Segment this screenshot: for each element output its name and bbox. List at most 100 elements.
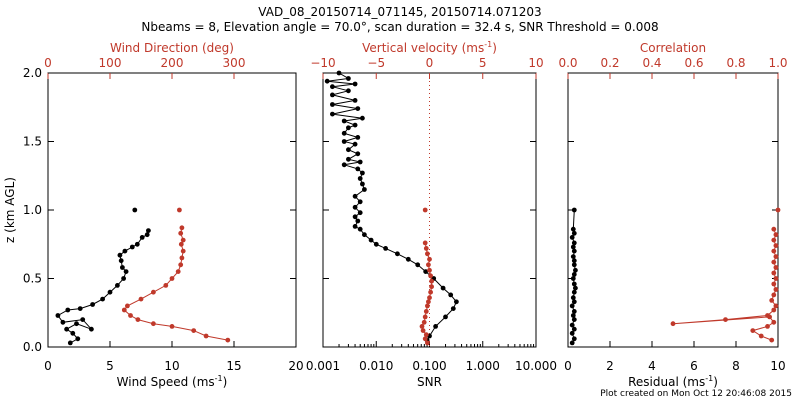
- data-point-red: [425, 340, 430, 346]
- data-point-red: [420, 328, 426, 333]
- data-point-black: [454, 299, 459, 305]
- data-point-black: [571, 258, 577, 264]
- data-point-red: [670, 321, 676, 327]
- top-tick-label: 0.8: [726, 56, 745, 70]
- y-axis-label: z (km AGL): [3, 177, 17, 243]
- data-point-black: [571, 281, 577, 287]
- data-point-black: [352, 214, 358, 220]
- data-point-red: [771, 270, 777, 276]
- data-point-black: [383, 246, 388, 251]
- data-point-black: [65, 307, 71, 313]
- data-point-black: [115, 283, 120, 288]
- data-point-red: [423, 332, 429, 338]
- data-point-black: [355, 166, 361, 172]
- top-axis-label: Correlation: [640, 41, 706, 55]
- x-axis-label: Residual (ms-1): [628, 374, 718, 389]
- data-point-red: [758, 333, 764, 339]
- data-point-black: [346, 88, 351, 94]
- chart-subtitle: Nbeams = 8, Elevation angle = 70.0°, sca…: [141, 20, 658, 34]
- data-point-black: [368, 237, 374, 243]
- data-point-black: [570, 313, 576, 318]
- data-point-black: [80, 317, 86, 322]
- data-point-black: [55, 313, 61, 318]
- x-tick-label: 0.010: [359, 359, 393, 373]
- data-point-black: [423, 269, 429, 274]
- plot-footer: Plot created on Mon Oct 12 20:46:08 2015: [600, 389, 792, 399]
- data-point-black: [346, 156, 351, 162]
- data-point-red: [422, 207, 428, 213]
- x-tick-label: 8: [732, 359, 740, 373]
- series-line-red: [123, 227, 228, 341]
- data-point-black: [117, 252, 123, 258]
- data-point-red: [771, 248, 777, 254]
- data-point-red: [179, 255, 185, 261]
- data-point-red: [773, 287, 779, 292]
- top-tick-label: 5: [479, 56, 487, 70]
- data-point-black: [571, 262, 577, 268]
- data-point-red: [422, 314, 428, 320]
- data-point-red: [769, 337, 775, 343]
- x-tick-label: 10.000: [515, 359, 557, 373]
- data-point-black: [341, 130, 347, 136]
- data-point-black: [129, 244, 135, 250]
- data-point-red: [179, 225, 185, 231]
- data-point-black: [569, 235, 575, 240]
- data-point-red: [428, 289, 433, 295]
- data-point-black: [360, 170, 365, 176]
- data-point-black: [352, 193, 358, 199]
- data-point-black: [121, 276, 126, 281]
- data-point-black: [373, 241, 379, 247]
- top-tick-label: 1.0: [768, 56, 787, 70]
- top-tick-label: 0.0: [558, 56, 577, 70]
- top-tick-label: 0: [44, 56, 52, 70]
- data-point-black: [324, 78, 330, 84]
- data-point-black: [571, 248, 577, 254]
- data-point-red: [426, 299, 431, 305]
- data-point-black: [352, 81, 358, 87]
- top-tick-label: −5: [367, 56, 385, 70]
- y-tick-label: 2.0: [23, 66, 42, 80]
- data-point-red: [125, 303, 130, 309]
- data-point-black: [573, 267, 578, 273]
- data-point-red: [765, 324, 770, 329]
- data-point-red: [178, 230, 184, 236]
- x-tick-label: 0.100: [412, 359, 446, 373]
- data-point-black: [89, 326, 94, 332]
- data-point-black: [67, 340, 73, 346]
- data-point-black: [569, 340, 575, 346]
- y-tick-label: 1.5: [23, 135, 42, 149]
- data-point-black: [70, 330, 76, 336]
- data-point-red: [151, 321, 156, 327]
- data-point-red: [178, 241, 184, 247]
- data-point-red: [203, 333, 209, 339]
- data-point-red: [428, 273, 433, 279]
- panel-frame-residual: [567, 72, 779, 348]
- top-axis-label: Wind Direction (deg): [110, 41, 234, 55]
- data-point-black: [118, 258, 124, 264]
- data-point-black: [346, 147, 351, 153]
- data-point-red: [135, 317, 141, 322]
- data-point-black: [433, 324, 438, 329]
- data-point-red: [769, 298, 775, 303]
- y-tick-label: 0.0: [23, 340, 42, 354]
- data-point-red: [421, 319, 427, 325]
- data-point-black: [330, 84, 335, 90]
- data-point-black: [355, 106, 361, 111]
- top-tick-label: 0.6: [684, 56, 703, 70]
- data-point-red: [422, 240, 428, 246]
- data-point-red: [750, 328, 756, 333]
- data-point-black: [571, 207, 577, 213]
- series-line-black: [327, 72, 457, 341]
- data-point-black: [395, 251, 400, 257]
- data-point-red: [180, 248, 186, 254]
- data-point-black: [571, 299, 577, 305]
- data-point-black: [571, 317, 577, 322]
- data-point-black: [571, 272, 577, 277]
- data-point-black: [100, 296, 105, 302]
- data-point-red: [773, 265, 779, 270]
- data-point-black: [360, 115, 365, 121]
- x-axis-label: Wind Speed (ms-1): [117, 374, 228, 389]
- top-tick-label: 100: [99, 56, 122, 70]
- data-point-black: [570, 295, 576, 301]
- data-point-red: [175, 269, 181, 274]
